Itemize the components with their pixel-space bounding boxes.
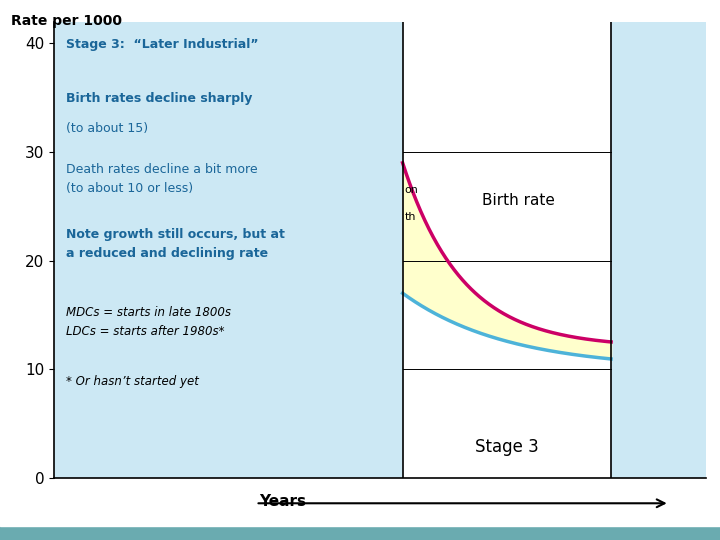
Text: on: on: [405, 185, 418, 195]
Text: * Or hasn’t started yet: * Or hasn’t started yet: [66, 375, 199, 388]
Text: Stage 3: Stage 3: [475, 438, 539, 456]
Text: MDCs = starts in late 1800s
LDCs = starts after 1980s*: MDCs = starts in late 1800s LDCs = start…: [66, 306, 230, 338]
Text: Death rates decline a bit more
(to about 10 or less): Death rates decline a bit more (to about…: [66, 163, 257, 195]
Text: Stage 3:  “Later Industrial”: Stage 3: “Later Industrial”: [66, 38, 258, 51]
Text: Birth rates decline sharply: Birth rates decline sharply: [66, 92, 252, 105]
Text: Birth rate: Birth rate: [482, 193, 554, 208]
Bar: [402, 22, 611, 478]
Text: Years: Years: [259, 494, 306, 509]
Text: Note growth still occurs, but at
a reduced and declining rate: Note growth still occurs, but at a reduc…: [66, 228, 284, 260]
Text: Rate per 1000: Rate per 1000: [11, 14, 122, 28]
Bar: [54, 22, 402, 478]
Bar: [0, 514, 720, 526]
Bar: [0, 526, 720, 540]
Text: th: th: [405, 212, 416, 222]
Bar: [611, 22, 706, 478]
Text: (to about 15): (to about 15): [66, 122, 148, 134]
